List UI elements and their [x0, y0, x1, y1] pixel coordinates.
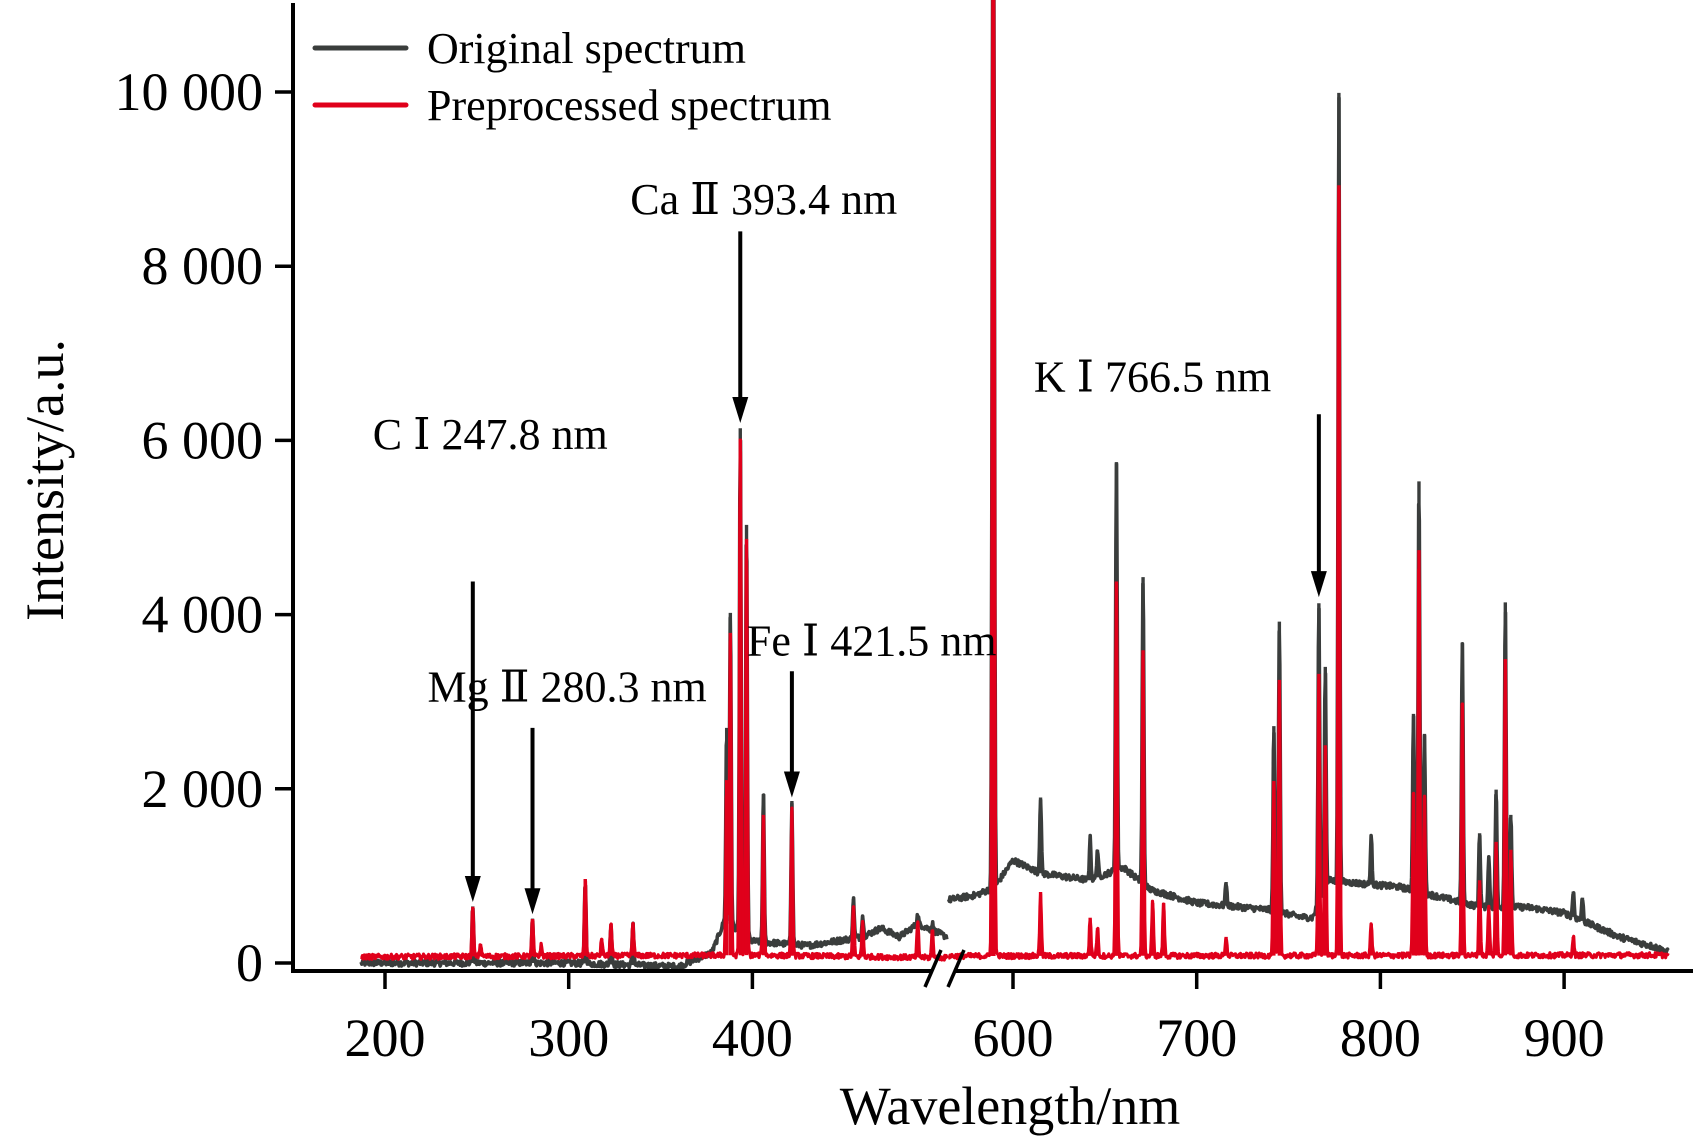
x-tick-label: 200	[345, 1008, 426, 1068]
annotation-arrow-head	[783, 771, 800, 798]
annotation: K Ⅰ 766.5 nm	[1034, 353, 1327, 598]
annotation-arrow-head	[732, 396, 749, 423]
x-tick-label: 300	[528, 1008, 609, 1068]
annotation: Ca Ⅱ 393.4 nm	[630, 175, 897, 423]
y-tick-label: 6 000	[142, 410, 264, 470]
annotation-label: Mg Ⅱ 280.3 nm	[428, 663, 707, 712]
series-layer	[359, 0, 1670, 972]
x-tick-label: 900	[1524, 1008, 1605, 1068]
annotation: C Ⅰ 247.8 nm	[373, 410, 608, 903]
series-line-segment	[947, 0, 1670, 955]
axes	[291, 3, 1693, 988]
y-tick-label: 2 000	[142, 759, 264, 819]
annotation-arrow-head	[1310, 571, 1327, 598]
axis-break-mark	[923, 949, 943, 988]
x-axis-title: Wavelength/nm	[840, 1076, 1181, 1136]
y-tick-label: 10 000	[115, 62, 264, 122]
annotation-label: Ca Ⅱ 393.4 nm	[630, 175, 897, 224]
annotation: Fe Ⅰ 421.5 nm	[747, 617, 997, 798]
annotation-label: K Ⅰ 766.5 nm	[1034, 353, 1271, 402]
series-line-segment	[359, 450, 949, 962]
x-tick-label: 800	[1340, 1008, 1421, 1068]
series-line-segment	[359, 438, 949, 972]
plot-area	[359, 0, 1670, 972]
annotation-label: C Ⅰ 247.8 nm	[373, 410, 608, 459]
x-tick-label: 700	[1156, 1008, 1237, 1068]
x-tick-label: 400	[712, 1008, 793, 1068]
axis-break-mark	[946, 949, 966, 988]
y-tick-label: 4 000	[142, 585, 264, 645]
legend-label-original: Original spectrum	[427, 24, 746, 73]
legend-label-preprocessed: Preprocessed spectrum	[427, 81, 831, 130]
y-tick-label: 8 000	[142, 236, 264, 296]
x-tick-label: 600	[973, 1008, 1054, 1068]
y-tick-label: 0	[236, 933, 263, 993]
series-line-segment	[947, 0, 1670, 961]
annotation-arrow-head	[524, 888, 541, 915]
annotations: C Ⅰ 247.8 nm Mg Ⅱ 280.3 nm Ca Ⅱ 393.4 nm Fe…	[373, 175, 1327, 915]
annotation-arrow-head	[464, 876, 481, 903]
y-axis-title: Intensity/a.u.	[15, 339, 75, 621]
series-original	[359, 0, 1670, 972]
ticks: 200 300 400 600 700 800 900 0 2 000 4 000 6 000 8 0…	[115, 62, 1605, 1068]
legend: Original spectrum Preprocessed spectrum	[312, 24, 831, 130]
annotation-label: Fe Ⅰ 421.5 nm	[747, 617, 997, 666]
annotation: Mg Ⅱ 280.3 nm	[428, 663, 707, 915]
series-preprocessed	[359, 0, 1670, 962]
